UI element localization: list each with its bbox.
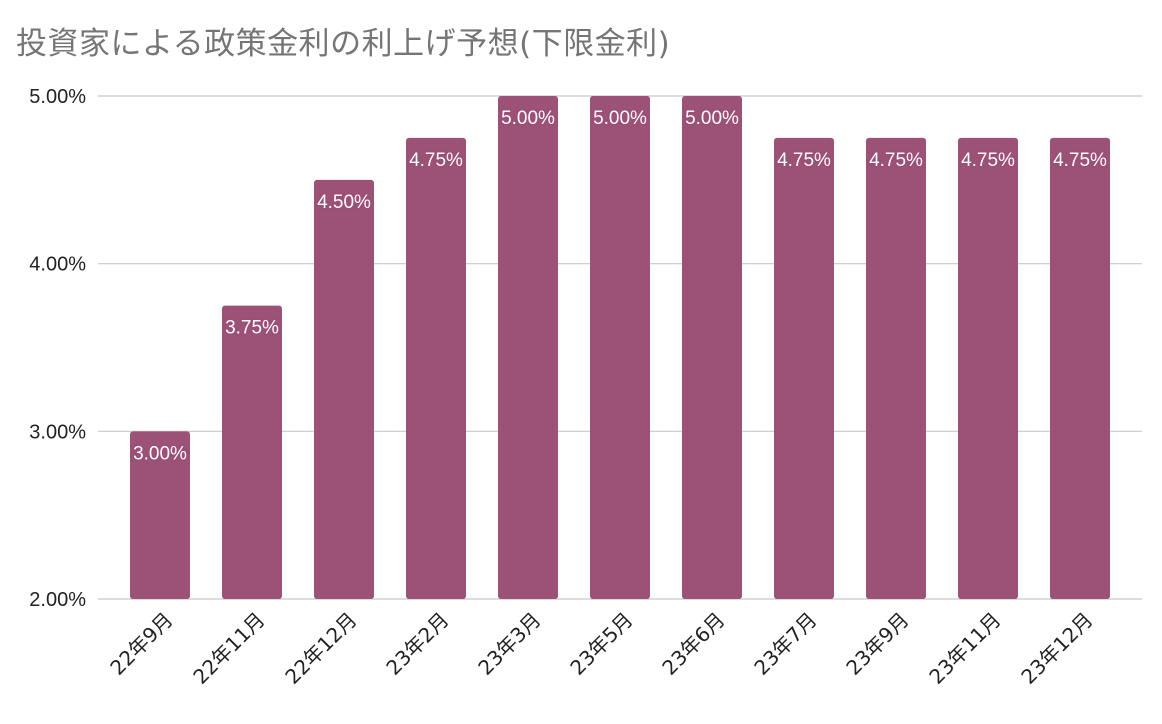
y-tick-label: 5.00%	[29, 86, 86, 108]
chart-title: 投資家による政策金利の利上げ予想(下限金利)	[16, 26, 671, 62]
data-label: 5.00%	[685, 108, 739, 129]
x-tick-label: 23年3月	[473, 608, 545, 680]
x-tick-label: 22年11月	[188, 608, 269, 689]
x-tick-label: 23年6月	[657, 608, 729, 680]
x-tick-label: 22年12月	[280, 608, 361, 689]
x-tick-label: 23年5月	[565, 608, 637, 680]
bar	[774, 137, 834, 599]
x-tick-label: 23年2月	[381, 608, 453, 680]
data-label: 4.75%	[777, 150, 831, 171]
y-tick-label: 3.00%	[29, 421, 86, 443]
bar	[222, 305, 282, 599]
data-label: 4.75%	[961, 150, 1015, 171]
x-tick-label: 23年12月	[1016, 608, 1097, 689]
bar	[406, 137, 466, 599]
x-tick-label: 22年9月	[105, 608, 177, 680]
data-label: 3.00%	[133, 443, 187, 464]
data-label: 4.75%	[1053, 150, 1107, 171]
x-tick-label: 23年11月	[924, 608, 1005, 689]
data-label: 4.50%	[317, 192, 371, 213]
data-label: 4.75%	[869, 150, 923, 171]
data-label: 4.75%	[409, 150, 463, 171]
bar	[590, 96, 650, 599]
bar	[1050, 137, 1110, 599]
bar	[498, 96, 558, 599]
y-tick-label: 4.00%	[29, 254, 86, 276]
x-tick-label: 23年9月	[841, 608, 913, 680]
data-label: 5.00%	[501, 108, 555, 129]
bar	[682, 96, 742, 599]
y-tick-label: 2.00%	[29, 589, 86, 611]
bar	[130, 431, 190, 599]
bar	[866, 137, 926, 599]
x-tick-label: 23年7月	[749, 608, 821, 680]
data-label: 3.75%	[225, 318, 279, 339]
bar	[958, 137, 1018, 599]
bar	[314, 179, 374, 600]
data-label: 5.00%	[593, 108, 647, 129]
